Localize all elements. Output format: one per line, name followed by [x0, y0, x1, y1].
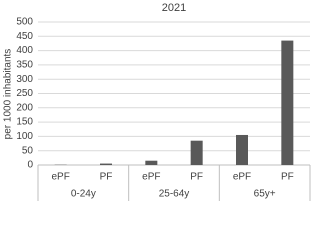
y-tick-label: 50 — [22, 145, 34, 156]
bar — [281, 40, 294, 166]
bar — [100, 163, 112, 165]
bar — [190, 140, 203, 165]
bar — [145, 160, 158, 165]
y-tick-label: 250 — [16, 88, 33, 99]
y-axis-label: per 1000 inhabitants — [3, 49, 14, 140]
x-tick-label: ePF — [233, 172, 251, 183]
y-tick-label: 450 — [16, 31, 33, 42]
bar — [236, 134, 248, 165]
group-label: 0-24y — [71, 189, 96, 200]
x-tick-label: ePF — [142, 172, 160, 183]
y-tick-label: 500 — [16, 17, 33, 28]
x-tick-label: ePF — [51, 172, 69, 183]
group-label: 65y+ — [254, 189, 276, 200]
x-tick-label: PF — [281, 172, 294, 183]
chart-title: 2021 — [162, 2, 186, 14]
group-label: 25-64y — [159, 189, 190, 200]
x-tick-label: PF — [100, 172, 113, 183]
y-tick-label: 350 — [16, 60, 33, 71]
y-tick-label: 400 — [16, 45, 33, 56]
y-tick-label: 300 — [16, 74, 33, 85]
y-tick-label: 0 — [27, 160, 33, 171]
y-tick-label: 200 — [16, 102, 33, 113]
chart: 2021 per 1000 inhabitants 0 50 100 150 200 25… — [3, 2, 311, 201]
x-tick-label: PF — [190, 172, 203, 183]
y-tick-label: 150 — [16, 117, 33, 128]
y-tick-label: 100 — [16, 131, 33, 142]
